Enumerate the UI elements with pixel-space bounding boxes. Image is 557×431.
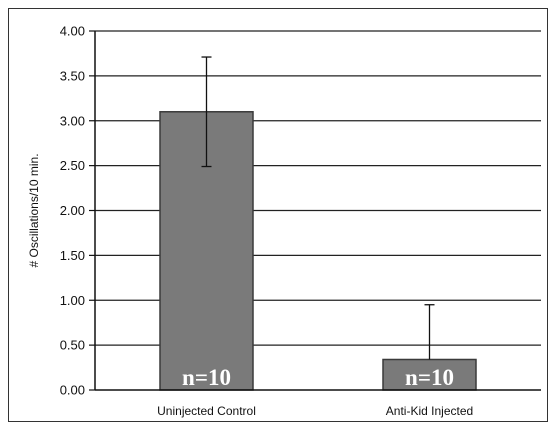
y-tick-label: 0.00	[60, 383, 85, 398]
y-tick-label: 3.50	[60, 68, 85, 83]
y-tick-label: 4.00	[60, 24, 85, 39]
x-category-label: Anti-Kid Injected	[386, 404, 473, 418]
y-tick-label: 0.50	[60, 338, 85, 353]
chart-frame	[8, 8, 548, 422]
y-tick-label: 1.00	[60, 293, 85, 308]
y-tick-label: 2.00	[60, 203, 85, 218]
y-tick-label: 1.50	[60, 248, 85, 263]
x-axis-categories: Uninjected Control Anti-Kid Injected	[157, 404, 473, 418]
bar-count-labels: n=10 n=10	[182, 365, 454, 390]
bars	[159, 111, 477, 391]
y-tick-label: 3.00	[60, 113, 85, 128]
y-axis-ticks: 0.00 0.50 1.00 1.50 2.00 2.50 3.00 3.50 4.00	[60, 24, 95, 398]
y-tick-label: 2.50	[60, 158, 85, 173]
bar-count-label: n=10	[405, 365, 454, 390]
x-category-label: Uninjected Control	[157, 404, 256, 418]
y-axis-label: # Oscillations/10 min.	[27, 153, 41, 267]
bar-count-label: n=10	[182, 365, 231, 390]
error-bars	[201, 56, 435, 360]
